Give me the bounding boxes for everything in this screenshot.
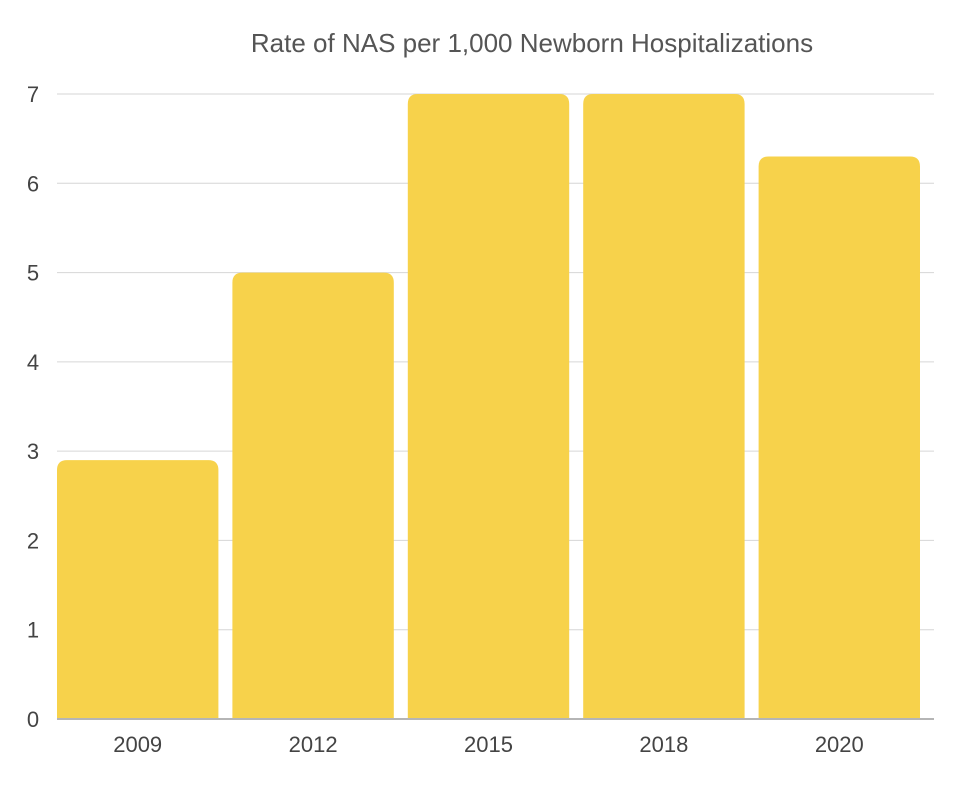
x-tick-label: 2018 [639,732,688,757]
bar-2015 [407,94,570,719]
y-tick-label: 6 [27,171,39,196]
y-axis-ticks: 0 1 2 3 4 5 6 7 [27,82,39,732]
y-tick-label: 1 [27,618,39,643]
y-tick-label: 7 [27,82,39,107]
bar-2012 [232,272,394,719]
chart-title: Rate of NAS per 1,000 Newborn Hospitaliz… [251,28,813,58]
y-tick-label: 2 [27,528,39,553]
bar-2009 [57,460,219,719]
x-tick-label: 2020 [815,732,864,757]
x-axis-ticks: 2009 2012 2015 2018 2020 [113,732,864,757]
bar-2018 [583,94,745,719]
bars [57,94,920,719]
y-tick-label: 3 [27,439,39,464]
x-tick-label: 2012 [289,732,338,757]
y-tick-label: 0 [27,707,39,732]
x-tick-label: 2009 [113,732,162,757]
y-tick-label: 5 [27,261,39,286]
bar-2020 [758,156,920,719]
x-tick-label: 2015 [464,732,513,757]
y-tick-label: 4 [27,350,39,375]
